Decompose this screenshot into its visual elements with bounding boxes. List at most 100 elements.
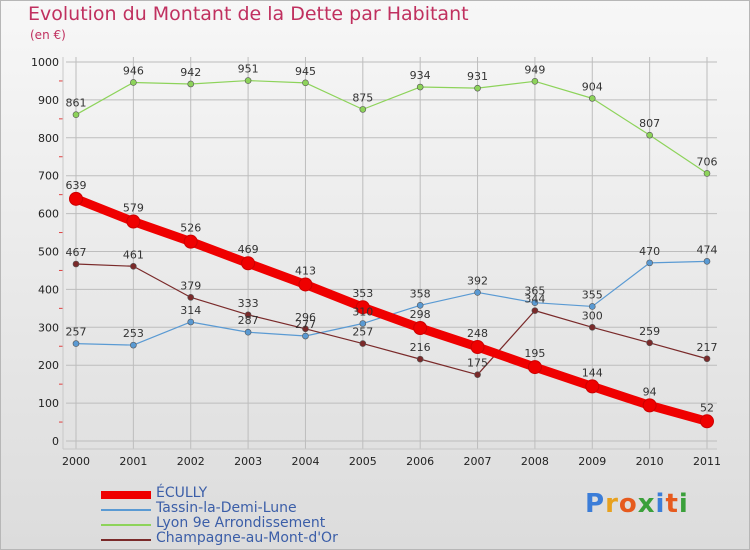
data-point-lyon-9e-arrondissement bbox=[531, 78, 539, 85]
data-point-lyon-9e-arrondissement bbox=[244, 77, 252, 84]
data-label-champagne-au-mont-d-or: 217 bbox=[697, 341, 718, 354]
legend-label: Tassin-la-Demi-Lune bbox=[156, 500, 297, 516]
x-tick-label: 2006 bbox=[406, 455, 434, 468]
data-point-champagne-au-mont-d-or bbox=[72, 260, 80, 268]
data-label-cully: 52 bbox=[700, 401, 714, 414]
y-tick-label: 0 bbox=[52, 435, 59, 448]
data-label-tassin-la-demi-lune: 287 bbox=[238, 314, 259, 327]
data-label-lyon-9e-arrondissement: 949 bbox=[524, 63, 545, 76]
data-point-tassin-la-demi-lune bbox=[72, 340, 80, 347]
logo-letter: r bbox=[605, 489, 619, 519]
data-label-cully: 248 bbox=[467, 327, 488, 340]
data-point-lyon-9e-arrondissement bbox=[359, 106, 367, 113]
data-point-cully bbox=[585, 379, 600, 394]
y-tick-label: 400 bbox=[38, 283, 59, 296]
data-point-tassin-la-demi-lune bbox=[359, 320, 367, 327]
data-label-lyon-9e-arrondissement: 945 bbox=[295, 65, 316, 78]
data-point-cully bbox=[69, 191, 83, 206]
data-point-lyon-9e-arrondissement bbox=[187, 80, 195, 88]
data-label-lyon-9e-arrondissement: 706 bbox=[697, 155, 718, 168]
data-label-champagne-au-mont-d-or: 259 bbox=[639, 325, 660, 338]
data-label-champagne-au-mont-d-or: 344 bbox=[524, 293, 545, 306]
y-tick-label: 100 bbox=[38, 397, 59, 410]
y-tick-label: 300 bbox=[38, 321, 59, 334]
series-line-cully bbox=[71, 194, 712, 426]
data-point-tassin-la-demi-lune bbox=[302, 332, 309, 340]
legend-swatch bbox=[101, 509, 151, 511]
data-point-cully bbox=[527, 360, 542, 375]
data-point-lyon-9e-arrondissement bbox=[646, 131, 653, 139]
data-label-lyon-9e-arrondissement: 875 bbox=[352, 91, 373, 104]
data-label-lyon-9e-arrondissement: 807 bbox=[639, 117, 660, 130]
data-label-lyon-9e-arrondissement: 904 bbox=[582, 80, 603, 93]
data-point-cully bbox=[470, 340, 485, 355]
data-label-cully: 469 bbox=[238, 243, 259, 256]
data-point-cully bbox=[700, 414, 714, 429]
data-label-cully: 195 bbox=[524, 347, 545, 360]
data-label-tassin-la-demi-lune: 310 bbox=[352, 306, 373, 319]
x-tick-label: 2001 bbox=[119, 455, 147, 468]
data-label-champagne-au-mont-d-or: 257 bbox=[352, 326, 373, 339]
data-labels: 257 253 314 287 277 310 358 392 365 355 470 474 861 9… bbox=[66, 63, 718, 415]
data-label-tassin-la-demi-lune: 253 bbox=[123, 327, 144, 340]
data-point-tassin-la-demi-lune bbox=[531, 299, 539, 306]
data-point-cully bbox=[642, 398, 657, 413]
data-point-tassin-la-demi-lune bbox=[244, 328, 252, 336]
x-tick-label: 2011 bbox=[693, 455, 721, 468]
logo-letter: i bbox=[678, 489, 689, 519]
logo-letter: i bbox=[655, 489, 666, 519]
grid-lines bbox=[66, 57, 717, 449]
series-line-champagne-au-mont-d-or bbox=[75, 263, 708, 376]
data-label-tassin-la-demi-lune: 470 bbox=[639, 245, 660, 258]
data-label-lyon-9e-arrondissement: 931 bbox=[467, 70, 488, 83]
x-tick-label: 2003 bbox=[234, 455, 262, 468]
chart-title: Evolution du Montant de la Dette par Hab… bbox=[28, 3, 469, 25]
data-point-champagne-au-mont-d-or bbox=[187, 294, 195, 301]
logo-letter: x bbox=[637, 489, 656, 519]
x-tick-label: 2007 bbox=[464, 455, 492, 468]
data-point-lyon-9e-arrondissement bbox=[703, 170, 711, 177]
legend-swatch bbox=[101, 524, 151, 526]
data-label-champagne-au-mont-d-or: 300 bbox=[582, 309, 603, 322]
data-label-champagne-au-mont-d-or: 296 bbox=[295, 311, 316, 324]
data-label-lyon-9e-arrondissement: 934 bbox=[410, 69, 431, 82]
x-tick-label: 2009 bbox=[578, 455, 606, 468]
data-point-cully bbox=[355, 300, 370, 315]
data-label-cully: 94 bbox=[643, 385, 657, 398]
data-point-champagne-au-mont-d-or bbox=[130, 262, 137, 270]
data-label-lyon-9e-arrondissement: 946 bbox=[123, 64, 144, 77]
legend-swatch bbox=[101, 491, 151, 499]
data-label-lyon-9e-arrondissement: 942 bbox=[180, 66, 201, 79]
data-label-cully: 298 bbox=[410, 308, 431, 321]
data-label-tassin-la-demi-lune: 365 bbox=[524, 285, 545, 298]
data-point-tassin-la-demi-lune bbox=[416, 302, 424, 309]
data-label-champagne-au-mont-d-or: 379 bbox=[180, 279, 201, 292]
y-tick-label: 600 bbox=[38, 208, 59, 221]
data-point-lyon-9e-arrondissement bbox=[474, 84, 481, 92]
data-label-tassin-la-demi-lune: 277 bbox=[295, 318, 316, 331]
data-point-champagne-au-mont-d-or bbox=[531, 307, 539, 314]
data-point-champagne-au-mont-d-or bbox=[646, 339, 653, 347]
data-label-tassin-la-demi-lune: 257 bbox=[66, 326, 87, 339]
data-label-cully: 639 bbox=[66, 179, 87, 192]
data-label-tassin-la-demi-lune: 392 bbox=[467, 274, 488, 287]
x-tick-label: 2004 bbox=[291, 455, 319, 468]
y-tick-label: 200 bbox=[38, 359, 59, 372]
logo-letter: o bbox=[618, 489, 638, 519]
legend-label: ÉCULLY bbox=[156, 485, 208, 501]
series-lines bbox=[69, 77, 714, 429]
data-point-lyon-9e-arrondissement bbox=[302, 79, 309, 87]
series-line-lyon-9e-arrondissement bbox=[75, 79, 708, 175]
data-point-tassin-la-demi-lune bbox=[474, 289, 481, 296]
x-tick-label: 2008 bbox=[521, 455, 549, 468]
data-point-cully bbox=[126, 214, 141, 229]
data-point-champagne-au-mont-d-or bbox=[244, 311, 252, 319]
legend-swatch bbox=[101, 539, 151, 541]
y-tick-label: 900 bbox=[38, 94, 59, 107]
x-tick-label: 2002 bbox=[177, 455, 205, 468]
data-label-champagne-au-mont-d-or: 467 bbox=[66, 246, 87, 259]
data-point-champagne-au-mont-d-or bbox=[359, 340, 367, 347]
legend-label: Champagne-au-Mont-d'Or bbox=[156, 530, 338, 546]
